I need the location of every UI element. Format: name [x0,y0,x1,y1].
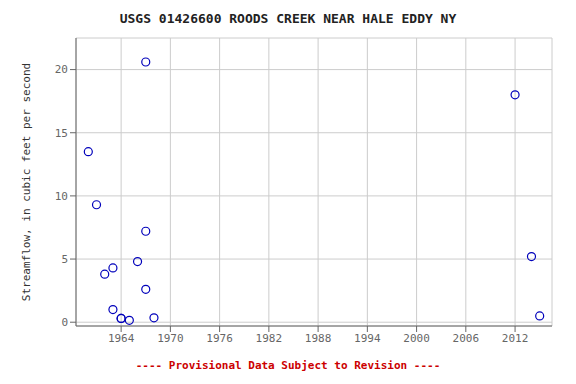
svg-text:20: 20 [55,63,68,76]
svg-text:1994: 1994 [354,332,381,345]
svg-text:5: 5 [61,253,68,266]
svg-text:1976: 1976 [206,332,233,345]
svg-text:1988: 1988 [305,332,332,345]
svg-text:1964: 1964 [108,332,135,345]
svg-text:2000: 2000 [403,332,430,345]
svg-text:2006: 2006 [453,332,480,345]
svg-text:15: 15 [55,127,68,140]
svg-text:0: 0 [61,316,68,329]
svg-text:Streamflow, in cubic feet per: Streamflow, in cubic feet per second [20,63,33,301]
svg-text:10: 10 [55,190,68,203]
html-text:---- Provisional Data Subject: ---- Provisional Data Subject to Revisio… [135,359,441,372]
svg-text:1982: 1982 [256,332,283,345]
html-text:USGS 01426600 ROODS CREEK NEAR: USGS 01426600 ROODS CREEK NEAR HALE EDDY… [119,11,457,26]
svg-text:1970: 1970 [157,332,184,345]
svg-text:2012: 2012 [502,332,529,345]
